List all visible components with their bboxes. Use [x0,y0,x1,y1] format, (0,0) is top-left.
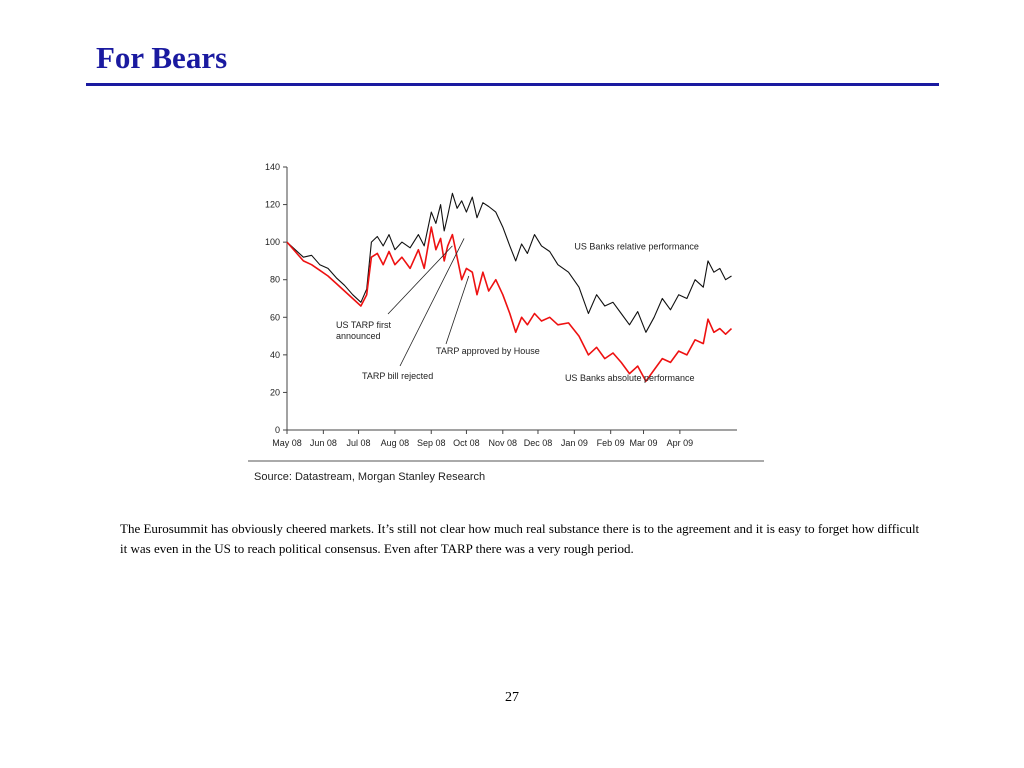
x-tick-label: Dec 08 [524,438,553,448]
x-tick-label: Nov 08 [489,438,518,448]
annotation-pointer-tarp-approved [445,275,470,345]
annotation-label-tarp-approved: TARP approved by House [436,346,540,356]
y-tick-label: 140 [265,162,280,172]
x-tick-label: Feb 09 [597,438,625,448]
bank-performance-chart: 0 20 40 60 80 100 120 140 May 08 Jun 08 Jul 08 Aug … [248,162,764,483]
x-tick-label: Jul 08 [347,438,371,448]
annotation-pointer-tarp-rejected [399,238,465,367]
slide-title: For Bears [96,40,228,75]
chart-source: Source: Datastream, Morgan Stanley Resea… [254,471,485,483]
chart-annotations: US Banks relative performance US Banks ab… [336,238,699,383]
chart-series-layer [286,192,733,382]
y-tick-label: 40 [270,350,280,360]
title-underline [86,83,939,86]
x-tick-label: Jan 09 [561,438,588,448]
series-label-absolute: US Banks absolute performance [565,373,695,383]
x-tick-label: Jun 08 [310,438,337,448]
annotation-label-tarp-rejected: TARP bill rejected [362,371,433,381]
chart-axes: 0 20 40 60 80 100 120 140 May 08 Jun 08 Jul 08 Aug … [265,162,737,448]
y-tick-label: 60 [270,312,280,322]
y-tick-label: 100 [265,237,280,247]
series-label-relative: US Banks relative performance [574,242,699,252]
x-tick-label: Aug 08 [381,438,410,448]
page-number: 27 [505,690,519,705]
x-tick-label: Sep 08 [417,438,446,448]
x-tick-label: Apr 09 [667,438,694,448]
y-tick-label: 120 [265,200,280,210]
annotation-label-tarp-first: announced [336,331,381,341]
series-line-absolute-performance [286,226,733,382]
annotation-label-tarp-first: US TARP first [336,320,392,330]
y-tick-label: 80 [270,275,280,285]
x-tick-label: Oct 08 [453,438,480,448]
annotation-pointer-tarp-first [387,245,453,315]
series-line-relative-performance [286,192,732,333]
x-tick-label: Mar 09 [630,438,658,448]
y-tick-label: 0 [275,425,280,435]
y-tick-label: 20 [270,387,280,397]
x-tick-label: May 08 [272,438,302,448]
body-text: The Eurosummit has obviously cheered mar… [120,521,920,556]
